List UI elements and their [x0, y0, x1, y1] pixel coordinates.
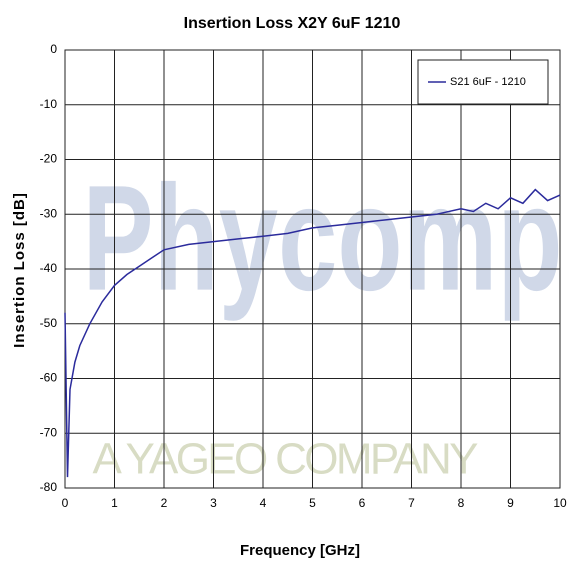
y-tick-label: -10: [40, 97, 58, 111]
chart-title: Insertion Loss X2Y 6uF 1210: [184, 15, 401, 32]
x-axis-label: Frequency [GHz]: [240, 542, 360, 559]
x-tick-label: 2: [161, 496, 168, 510]
x-tick-label: 7: [408, 496, 415, 510]
watermark-subtitle: A YAGEO COMPANY: [93, 435, 493, 484]
y-tick-label: -60: [40, 371, 58, 385]
y-tick-label: -20: [40, 152, 58, 166]
y-tick-label: -80: [40, 480, 58, 494]
x-tick-label: 1: [111, 496, 118, 510]
x-tick-label: 5: [309, 496, 316, 510]
legend-label: S21 6uF - 1210: [450, 76, 526, 88]
x-tick-label: 8: [458, 496, 465, 510]
y-axis-label: Insertion Loss [dB]: [11, 192, 28, 348]
x-tick-label: 10: [553, 496, 567, 510]
y-tick-label: -30: [40, 206, 58, 220]
y-tick-label: -40: [40, 261, 58, 275]
series-line: [64, 188, 561, 478]
x-tick-label: 9: [507, 496, 514, 510]
y-tick-label: -50: [40, 316, 58, 330]
y-tick-label: -70: [40, 425, 58, 439]
y-tick-label: 0: [50, 42, 57, 56]
x-tick-label: 3: [210, 496, 217, 510]
x-tick-label: 4: [260, 496, 267, 510]
watermark: Phycomp: [83, 154, 563, 322]
x-tick-label: 0: [62, 496, 69, 510]
x-tick-label: 6: [359, 496, 366, 510]
